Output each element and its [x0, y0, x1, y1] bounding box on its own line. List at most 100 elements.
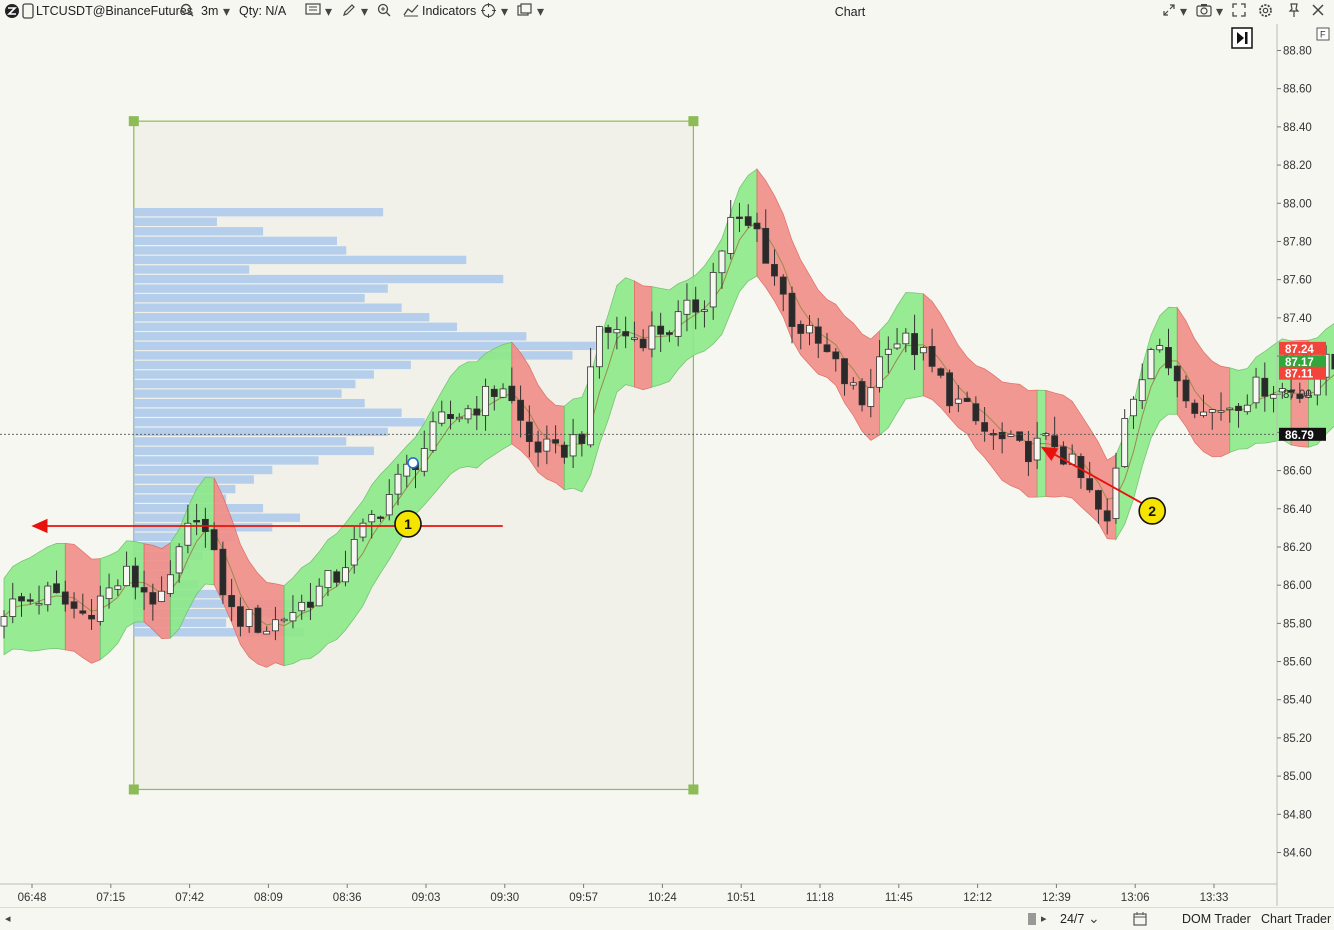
candle-bearish [552, 439, 559, 444]
candle-bullish [701, 309, 708, 312]
close-icon[interactable] [1312, 3, 1324, 19]
scrollbar-handle[interactable] [1028, 913, 1036, 925]
candle-bearish [972, 403, 980, 422]
candle-bearish [1165, 347, 1172, 369]
chevron-down-icon[interactable]: ▾ [1180, 3, 1188, 19]
candle-bullish [1130, 398, 1137, 417]
search-icon[interactable] [180, 3, 194, 20]
scroll-right-icon[interactable]: ▸ [1041, 913, 1047, 925]
y-tick-label: 87.00 [1283, 389, 1312, 401]
chart-trader-button[interactable]: Chart Trader [1261, 912, 1332, 926]
dom-trader-button[interactable]: DOM Trader [1182, 912, 1251, 926]
calendar-icon[interactable] [1133, 912, 1147, 929]
candle-bullish [368, 514, 376, 523]
chevron-down-icon[interactable]: ▾ [1216, 3, 1224, 19]
candle-bearish [762, 227, 770, 264]
candle-bullish [482, 386, 489, 416]
candle-bearish [911, 333, 918, 356]
candle-bearish [981, 422, 989, 432]
x-tick-label: 08:36 [333, 892, 362, 904]
candle-bearish [1235, 405, 1242, 411]
x-tick-label: 09:30 [490, 892, 519, 904]
y-tick-label: 86.40 [1283, 504, 1312, 516]
profile-box-handle[interactable] [688, 116, 699, 127]
expand-arrows-icon[interactable] [1162, 3, 1176, 20]
profile-box-handle[interactable] [688, 784, 699, 795]
layout-icon[interactable] [517, 3, 532, 20]
chart-settings-icon[interactable] [305, 3, 321, 20]
fullscreen-icon[interactable] [1232, 3, 1246, 20]
candle-bullish [324, 570, 332, 589]
candle-bullish [1156, 345, 1164, 351]
candle-bearish [814, 326, 822, 344]
arrow-annotation-2[interactable] [1040, 446, 1146, 506]
indicators-button[interactable]: Indicators [422, 4, 477, 18]
candle-bearish [744, 216, 752, 226]
document-icon[interactable] [22, 3, 34, 22]
candle-bearish [604, 327, 612, 333]
candle-bullish [96, 595, 104, 622]
chevron-down-icon[interactable]: ▾ [325, 3, 333, 19]
candle-bearish [1191, 402, 1199, 414]
candle-bearish [1103, 510, 1111, 522]
camera-icon[interactable] [1196, 3, 1212, 20]
go-to-latest-button[interactable] [1231, 27, 1253, 49]
x-tick-label: 06:48 [18, 892, 47, 904]
last-price-tag-label: 87.17 [1285, 357, 1314, 369]
chevron-down-icon[interactable]: ▾ [361, 3, 369, 19]
marker-2-badge[interactable] [1138, 497, 1166, 525]
pin-icon[interactable] [1288, 3, 1300, 21]
marker-2-label: 2 [1148, 503, 1156, 519]
window-title: Chart [834, 5, 866, 19]
x-tick-label: 11:45 [885, 892, 913, 904]
y-tick-label: 86.20 [1283, 542, 1312, 554]
y-tick-label: 85.00 [1283, 771, 1312, 783]
candle-bullish [1217, 410, 1225, 413]
profile-box-handle[interactable] [128, 784, 139, 795]
marker-1-label: 1 [404, 516, 412, 532]
candle-bearish [473, 408, 481, 416]
anchor-point-marker[interactable] [407, 457, 419, 469]
candle-bearish [1296, 393, 1304, 399]
marker-1-badge[interactable] [394, 510, 422, 538]
chevron-down-icon[interactable]: ⌄ [1088, 910, 1100, 926]
quantity-label[interactable]: Qty: N/A [239, 4, 287, 18]
y-tick-label: 87.40 [1283, 313, 1312, 325]
candle-bearish [639, 338, 647, 349]
candle-bearish [18, 596, 25, 602]
candle-bullish [455, 416, 463, 420]
y-tick-label: 85.40 [1283, 695, 1312, 707]
timeframe-selector[interactable]: 3m [201, 4, 219, 18]
session-selector[interactable]: 24/7 [1060, 912, 1085, 926]
candle-bullish [1033, 437, 1041, 461]
price-scale-mode-button[interactable]: F [1316, 27, 1330, 41]
candle-bullish [184, 522, 192, 546]
chevron-down-icon[interactable]: ▾ [501, 3, 509, 19]
chevron-down-icon[interactable]: ▾ [223, 3, 231, 19]
zoom-in-icon[interactable] [377, 3, 391, 20]
candle-bullish [1252, 376, 1260, 404]
candle-bearish [858, 381, 866, 406]
candle-bearish [377, 516, 384, 519]
volume-profile-bar [133, 236, 337, 246]
pencil-icon[interactable] [342, 3, 356, 20]
candle-bullish [35, 603, 43, 606]
candle-bullish [569, 434, 577, 457]
gear-icon[interactable] [1258, 3, 1273, 21]
candle-bullish [1226, 407, 1234, 411]
candle-bearish [525, 421, 533, 442]
scroll-left-icon[interactable]: ◂ [5, 913, 11, 925]
candle-bullish [613, 329, 621, 334]
candle-bearish [578, 433, 586, 444]
crosshair-icon[interactable] [481, 3, 496, 21]
symbol-selector[interactable]: LTCUSDT@BinanceFutures [36, 4, 193, 18]
chart-plot[interactable]: 1 2 06:48 07:15 07:42 08:09 08:36 09:03 09:30 09… [0, 24, 1334, 907]
volume-profile-bar [133, 293, 365, 303]
candle-bearish [771, 264, 778, 277]
indicators-icon[interactable] [403, 3, 419, 20]
volume-profile-bar [133, 360, 411, 370]
chevron-down-icon[interactable]: ▾ [537, 3, 545, 19]
crosshair-price-tag [1279, 427, 1326, 441]
candle-bullish [438, 411, 446, 424]
profile-box-handle[interactable] [128, 116, 139, 127]
